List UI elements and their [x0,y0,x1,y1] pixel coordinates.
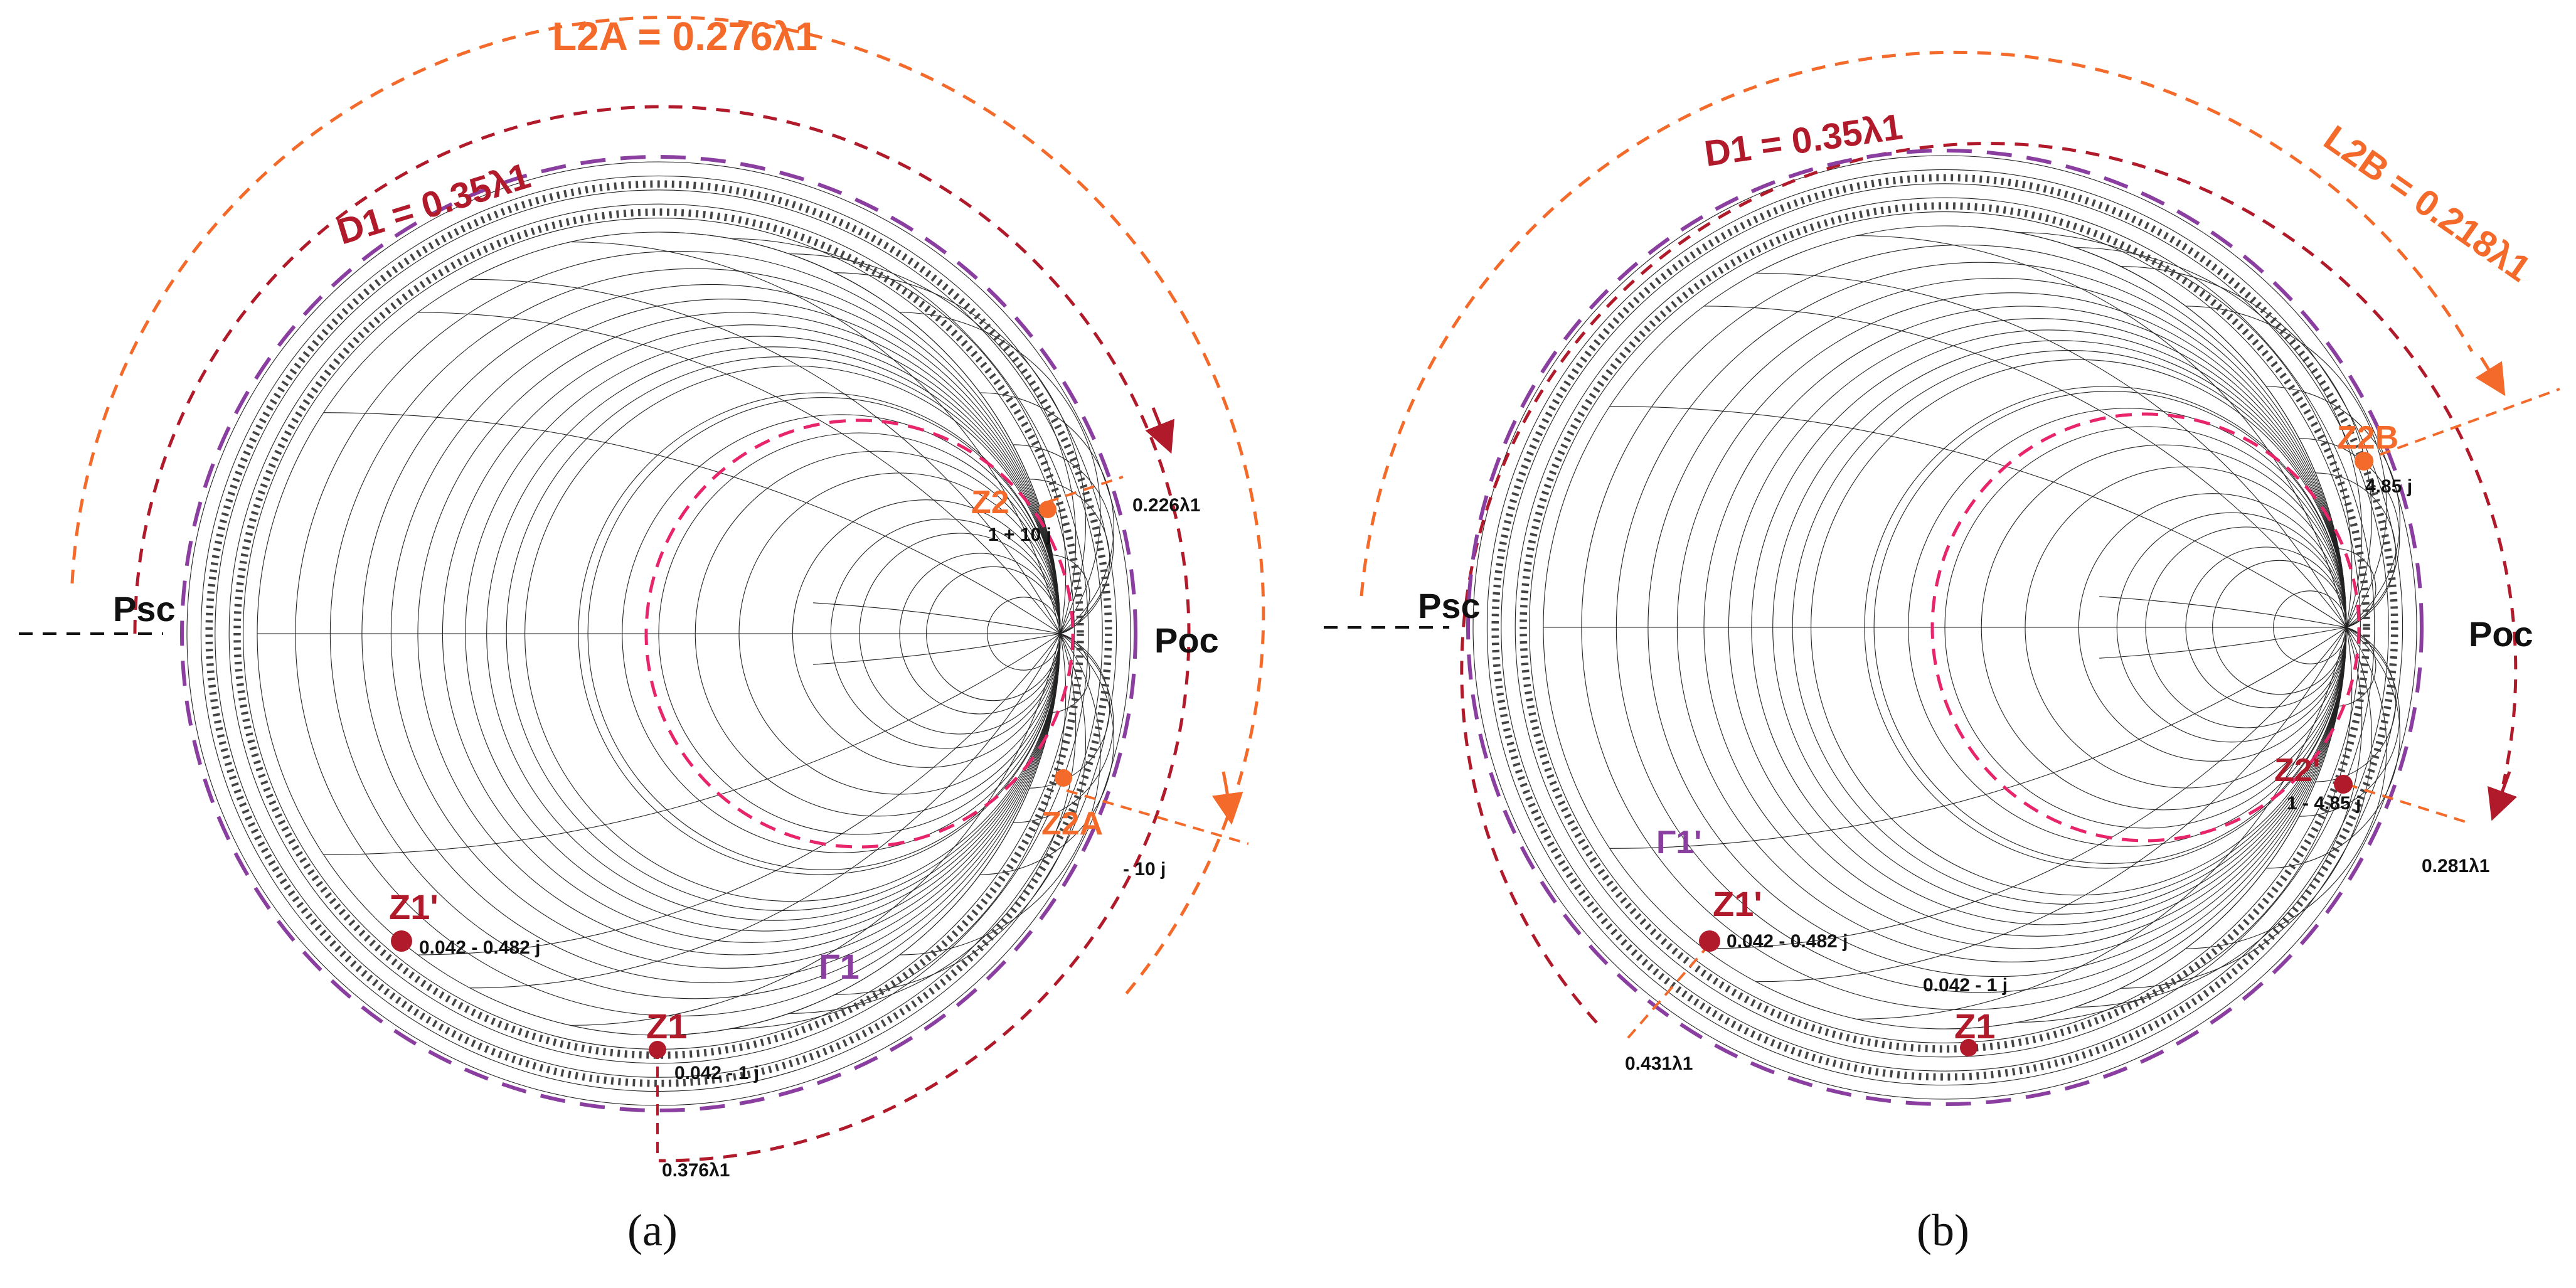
panel-b: D1 = 0.35λ1 L2B = 0.218λ1 Z2B 4.85 j Z2'… [1324,52,2560,1255]
unit-resistance-circle-a [644,418,1075,849]
z2a-point-a [1055,769,1072,787]
z2p-point-b [2334,775,2353,794]
z2b-label: Z2B [2337,420,2398,456]
l2a-arc-a [70,16,1265,999]
poc-label-a: Poc [1154,620,1219,660]
z1-value-a: 0.042 - 1 j [674,1063,759,1083]
z1p-point-a [391,930,412,952]
wl-left-b: 0.431λ1 [1625,1053,1693,1074]
z2a-value: - 10 j [1123,859,1166,880]
caption-a: (a) [627,1205,678,1255]
z2p-value-b: 1 - 4.85 j [2287,793,2361,814]
wl-line-lower-a [1066,789,1249,845]
z2-label-a: Z2 [971,484,1009,521]
z1p-point-b [1699,930,1720,952]
gamma1-circle-b [1466,149,2424,1106]
z1-point-a [649,1041,666,1058]
z2b-point-b [2355,452,2373,471]
panel-a: L2A = 0.276λ1 D1 = 0.35λ1 Z2 1 + 10 j Z2… [19,14,1264,1255]
unit-resistance-circle-b [1930,412,2361,843]
d1-arc-a [133,105,1191,1163]
l2b-arc-b [1360,50,2474,597]
z1p-value-b: 0.042 - 0.482 j [1727,931,1848,952]
gamma1-circle-a [180,155,1137,1112]
wl-line-left-b [1624,943,1711,1043]
wl-right-b: 0.281λ1 [2422,856,2489,876]
poc-label-b: Poc [2469,614,2533,654]
smith-chart-a [187,162,1131,1105]
psc-label-b: Psc [1418,586,1481,625]
caption-b: (b) [1917,1205,1969,1255]
d1-label-b: D1 = 0.35λ1 [1702,106,1905,174]
z1-label-b: Z1 [1954,1006,1995,1046]
l2a-label: L2A = 0.276λ1 [552,14,817,59]
wl-top-a: 0.226λ1 [1132,495,1200,516]
z2p-label-b: Z2' [2274,752,2320,789]
z1p-label-a: Z1' [389,887,439,927]
wl-bottom-a: 0.376λ1 [662,1160,730,1181]
z1-value-b: 0.042 - 1 j [1923,975,2008,996]
z2b-value: 4.85 j [2365,476,2412,497]
z2a-label: Z2A [1041,806,1103,842]
z1p-value-a: 0.042 - 0.482 j [419,937,540,958]
d1-arrow-a [1145,407,1174,454]
z1-point-b [1960,1039,1977,1056]
psc-label-a: Psc [113,589,176,629]
gamma1-label-a: Γ1 [819,947,860,986]
z2-point-a [1039,501,1056,518]
z1p-label-b: Z1' [1713,884,1762,923]
z1-label-a: Z1 [646,1006,687,1046]
wl-line-top-b [2361,388,2560,462]
l2b-arrow-b [2475,356,2506,397]
d1-arrow-b [2488,771,2518,821]
gamma1-label-b: Γ1' [1656,824,1702,861]
l2a-arrow-a [1211,771,1243,825]
d1-arc-b [1460,142,2518,1024]
wl-line-right-b [2346,783,2466,823]
z2-value-a: 1 + 10 j [988,524,1051,545]
wl-line-top-a [1047,476,1124,503]
